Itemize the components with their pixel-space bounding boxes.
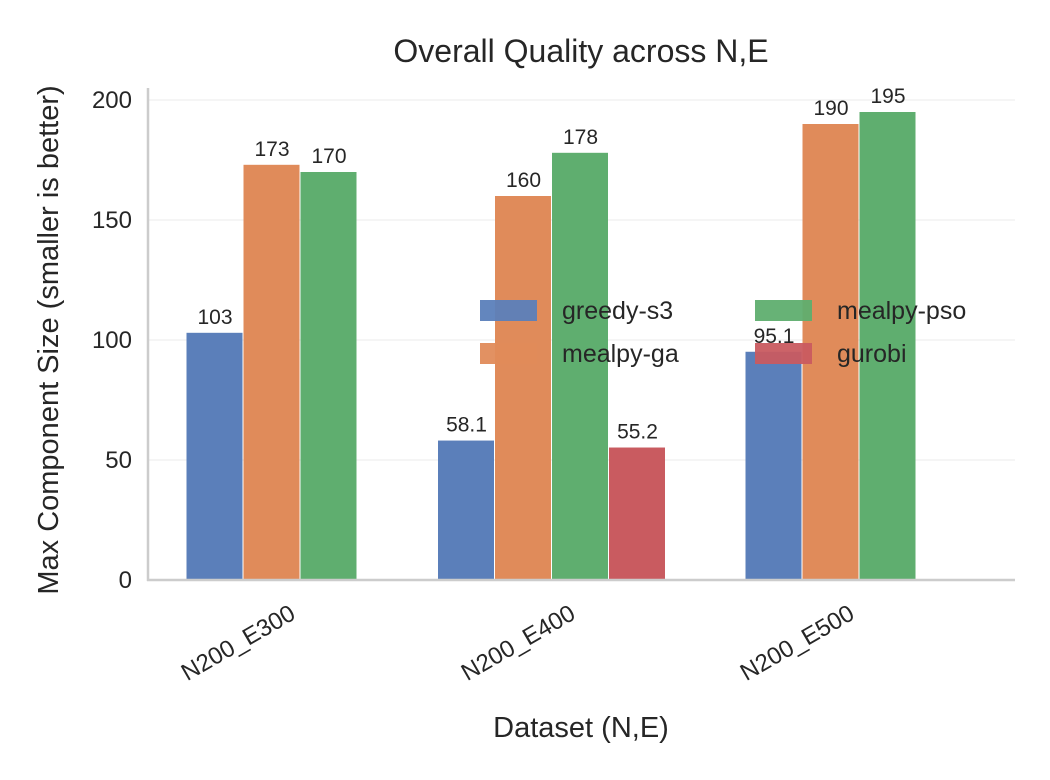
chart-title: Overall Quality across N,E	[393, 33, 768, 69]
bar-greedy-s3	[186, 332, 243, 580]
bar-mealpy-pso	[859, 112, 916, 580]
y-tick-label: 200	[92, 87, 132, 114]
legend-label: greedy-s3	[562, 297, 673, 325]
bar-mealpy-ga	[243, 164, 300, 581]
bar-gurobi	[609, 447, 665, 580]
bar-greedy-s3	[438, 440, 494, 580]
legend-swatch-mealpy-ga	[480, 343, 537, 364]
data-label: 95.1	[754, 325, 795, 348]
data-label: 170	[311, 145, 346, 168]
bars	[186, 112, 916, 581]
legend-label: mealpy-pso	[837, 297, 966, 325]
data-label: 103	[197, 306, 232, 329]
data-label: 160	[506, 169, 541, 192]
legend-label: gurobi	[837, 340, 907, 368]
legend-swatch-gurobi	[755, 343, 812, 364]
y-tick-label: 50	[105, 447, 132, 474]
legend-swatch-mealpy-pso	[755, 300, 812, 321]
y-tick-label: 0	[119, 567, 132, 594]
data-labels: 103 173 170 58.1 160 178 55.2 95.1 190 195	[197, 85, 905, 444]
data-label: 55.2	[617, 421, 658, 444]
x-axis-label: Dataset (N,E)	[493, 712, 669, 744]
data-label: 173	[254, 138, 289, 161]
bar-greedy-s3	[745, 351, 802, 580]
data-label: 178	[563, 126, 598, 149]
y-tick-label: 100	[92, 327, 132, 354]
x-tick-label: N200_E400	[457, 600, 580, 687]
data-label: 190	[813, 97, 848, 120]
bar-mealpy-ga	[495, 196, 551, 580]
data-label: 195	[870, 85, 905, 108]
bar-mealpy-pso	[552, 152, 608, 581]
bar-mealpy-pso	[300, 172, 357, 580]
x-tick-label: N200_E300	[177, 600, 300, 687]
legend-label: mealpy-ga	[562, 340, 679, 368]
data-label: 58.1	[446, 414, 487, 437]
x-tick-label: N200_E500	[736, 600, 859, 687]
legend-swatch-greedy-s3	[480, 300, 537, 321]
y-axis-label: Max Component Size (smaller is better)	[33, 85, 65, 594]
y-tick-label: 150	[92, 207, 132, 234]
legend: greedy-s3 mealpy-ga mealpy-pso gurobi	[480, 297, 966, 368]
